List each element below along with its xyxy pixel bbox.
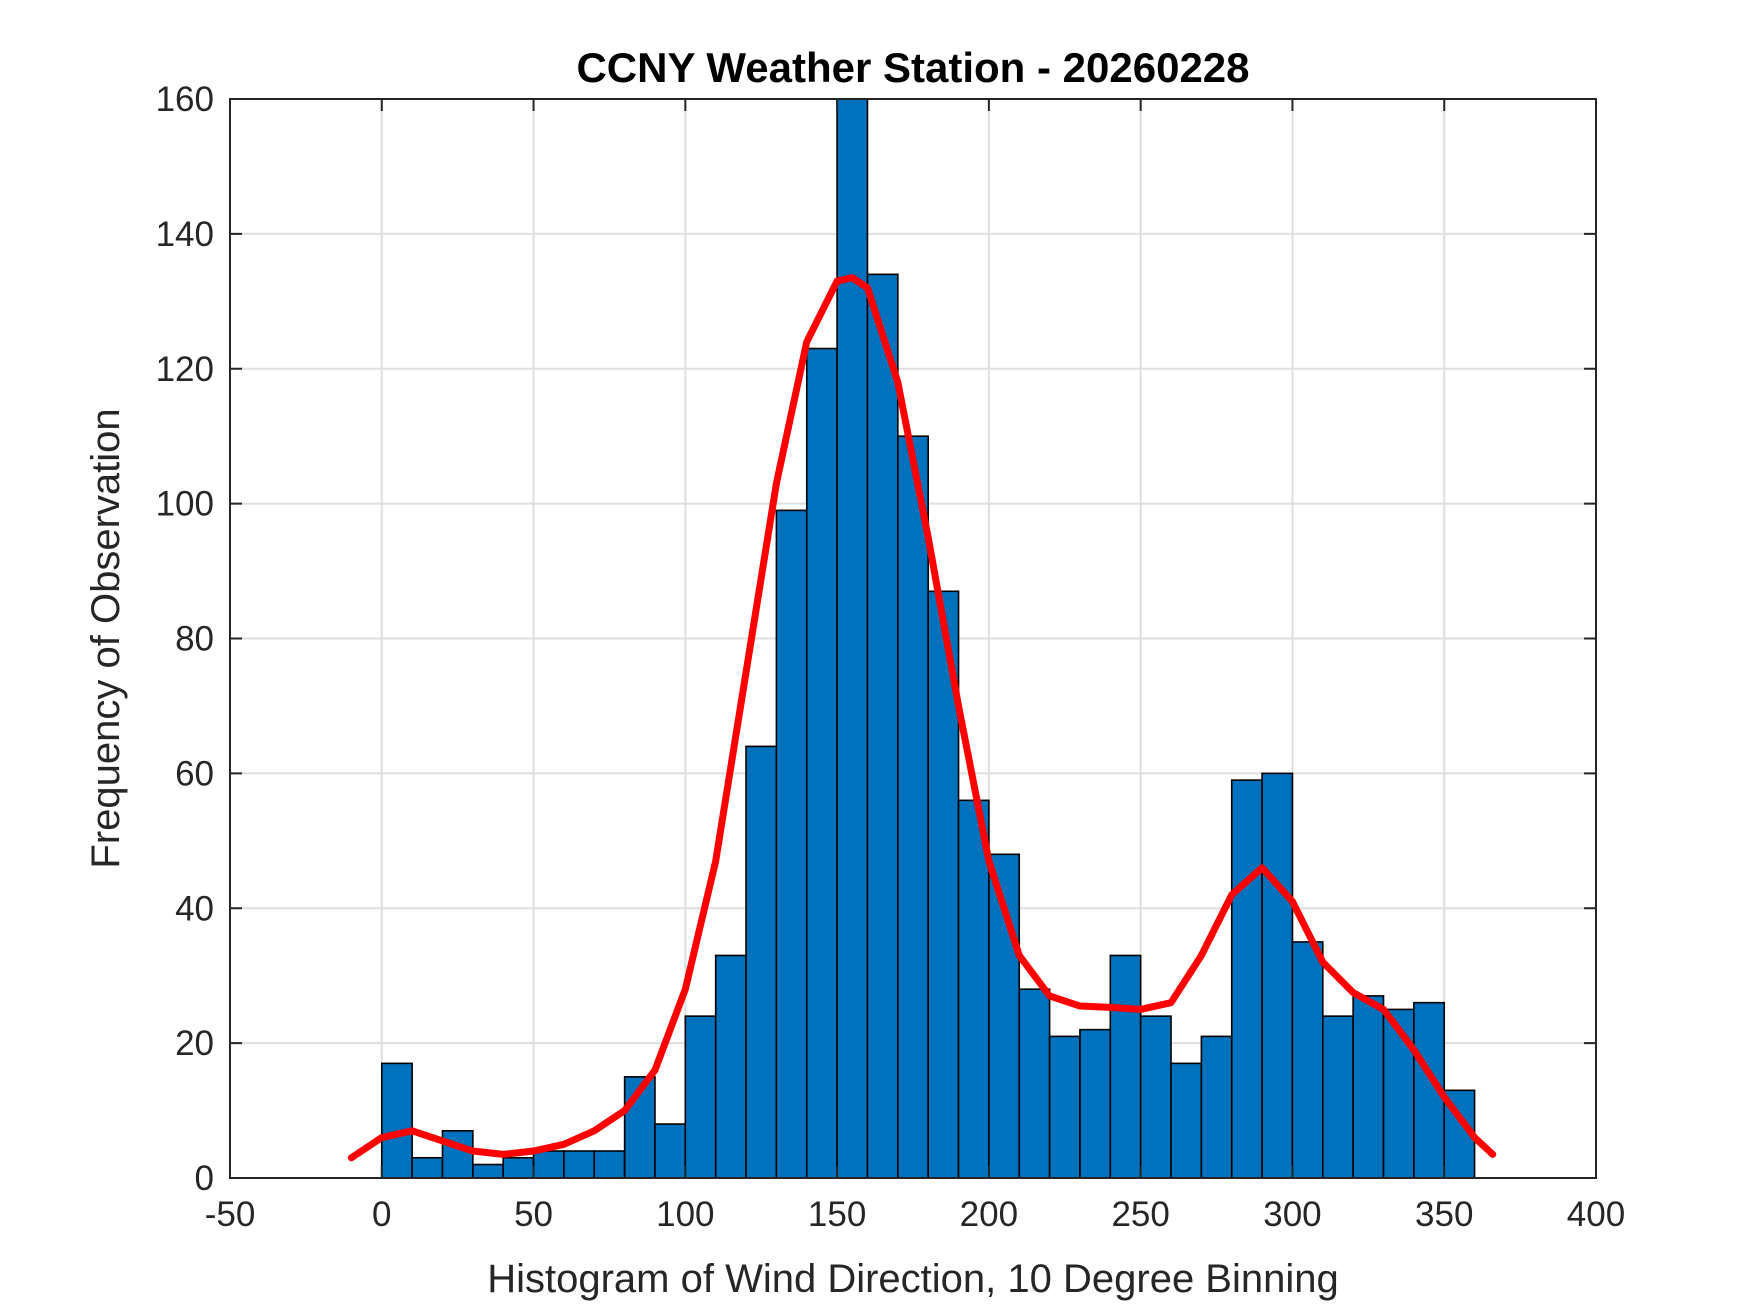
histogram-bar [1139, 1015, 1172, 1179]
x-tick-label: 200 [960, 1195, 1018, 1234]
histogram-bar [654, 1123, 687, 1179]
histogram-bar [563, 1150, 596, 1179]
y-tick-label: 20 [175, 1024, 214, 1063]
x-tick-label: 250 [1111, 1195, 1169, 1234]
histogram-bar [1261, 772, 1294, 1179]
x-tick-label: 150 [808, 1195, 866, 1234]
y-axis-label: Frequency of Observation [84, 408, 128, 868]
y-tick-label: 60 [175, 754, 214, 793]
histogram-bar [1018, 988, 1051, 1179]
histogram-bar [897, 435, 929, 1179]
y-tick-label: 0 [195, 1159, 214, 1198]
histogram-bar [411, 1156, 444, 1179]
histogram-bar [866, 273, 899, 1179]
x-tick-label: 300 [1263, 1195, 1321, 1234]
x-tick-label: 350 [1415, 1195, 1473, 1234]
axis-ticks [229, 98, 1597, 1179]
histogram-bar [1291, 941, 1324, 1179]
x-tick-label: 0 [372, 1195, 391, 1234]
x-tick-labels: -50 0 50 100 150 200 250 300 350 400 [205, 1195, 1626, 1234]
histogram-bar [714, 954, 747, 1179]
histogram-bar [1200, 1035, 1233, 1179]
histogram-bar [1109, 954, 1142, 1179]
histogram-bar [1230, 779, 1263, 1179]
histogram-bar [684, 1015, 717, 1179]
histogram-bars [380, 98, 1476, 1179]
histogram-bar [593, 1150, 626, 1179]
histogram-bar [502, 1156, 535, 1179]
histogram-bar [1352, 995, 1385, 1179]
histogram-bar [1048, 1035, 1081, 1179]
x-axis-label: Histogram of Wind Direction, 10 Degree B… [487, 1257, 1339, 1301]
fit-curve [347, 274, 1497, 1162]
histogram-bar [957, 799, 990, 1179]
histogram-bar [441, 1129, 474, 1179]
x-tick-label: 100 [656, 1195, 714, 1234]
y-tick-labels: 0 20 40 60 80 100 120 140 160 [156, 80, 214, 1198]
y-tick-label: 40 [175, 889, 214, 928]
histogram-bar [805, 347, 838, 1179]
y-tick-label: 80 [175, 620, 214, 659]
histogram-bar [380, 1062, 413, 1179]
histogram-bar [1079, 1028, 1112, 1179]
y-tick-label: 100 [156, 485, 214, 524]
histogram-bar [836, 98, 869, 1179]
chart-title: CCNY Weather Station - 20260228 [576, 44, 1249, 91]
histogram-bar [532, 1150, 565, 1179]
histogram-bar [775, 509, 808, 1179]
y-tick-label: 120 [156, 350, 214, 389]
x-tick-label: 400 [1567, 1195, 1625, 1234]
histogram-bar [745, 745, 778, 1179]
x-tick-label: -50 [205, 1195, 256, 1234]
y-tick-label: 160 [156, 80, 214, 119]
y-tick-label: 140 [156, 215, 214, 254]
histogram-bar [1170, 1062, 1203, 1179]
x-tick-label: 50 [514, 1195, 553, 1234]
histogram-bar [1322, 1015, 1354, 1179]
histogram-bar [472, 1163, 505, 1179]
